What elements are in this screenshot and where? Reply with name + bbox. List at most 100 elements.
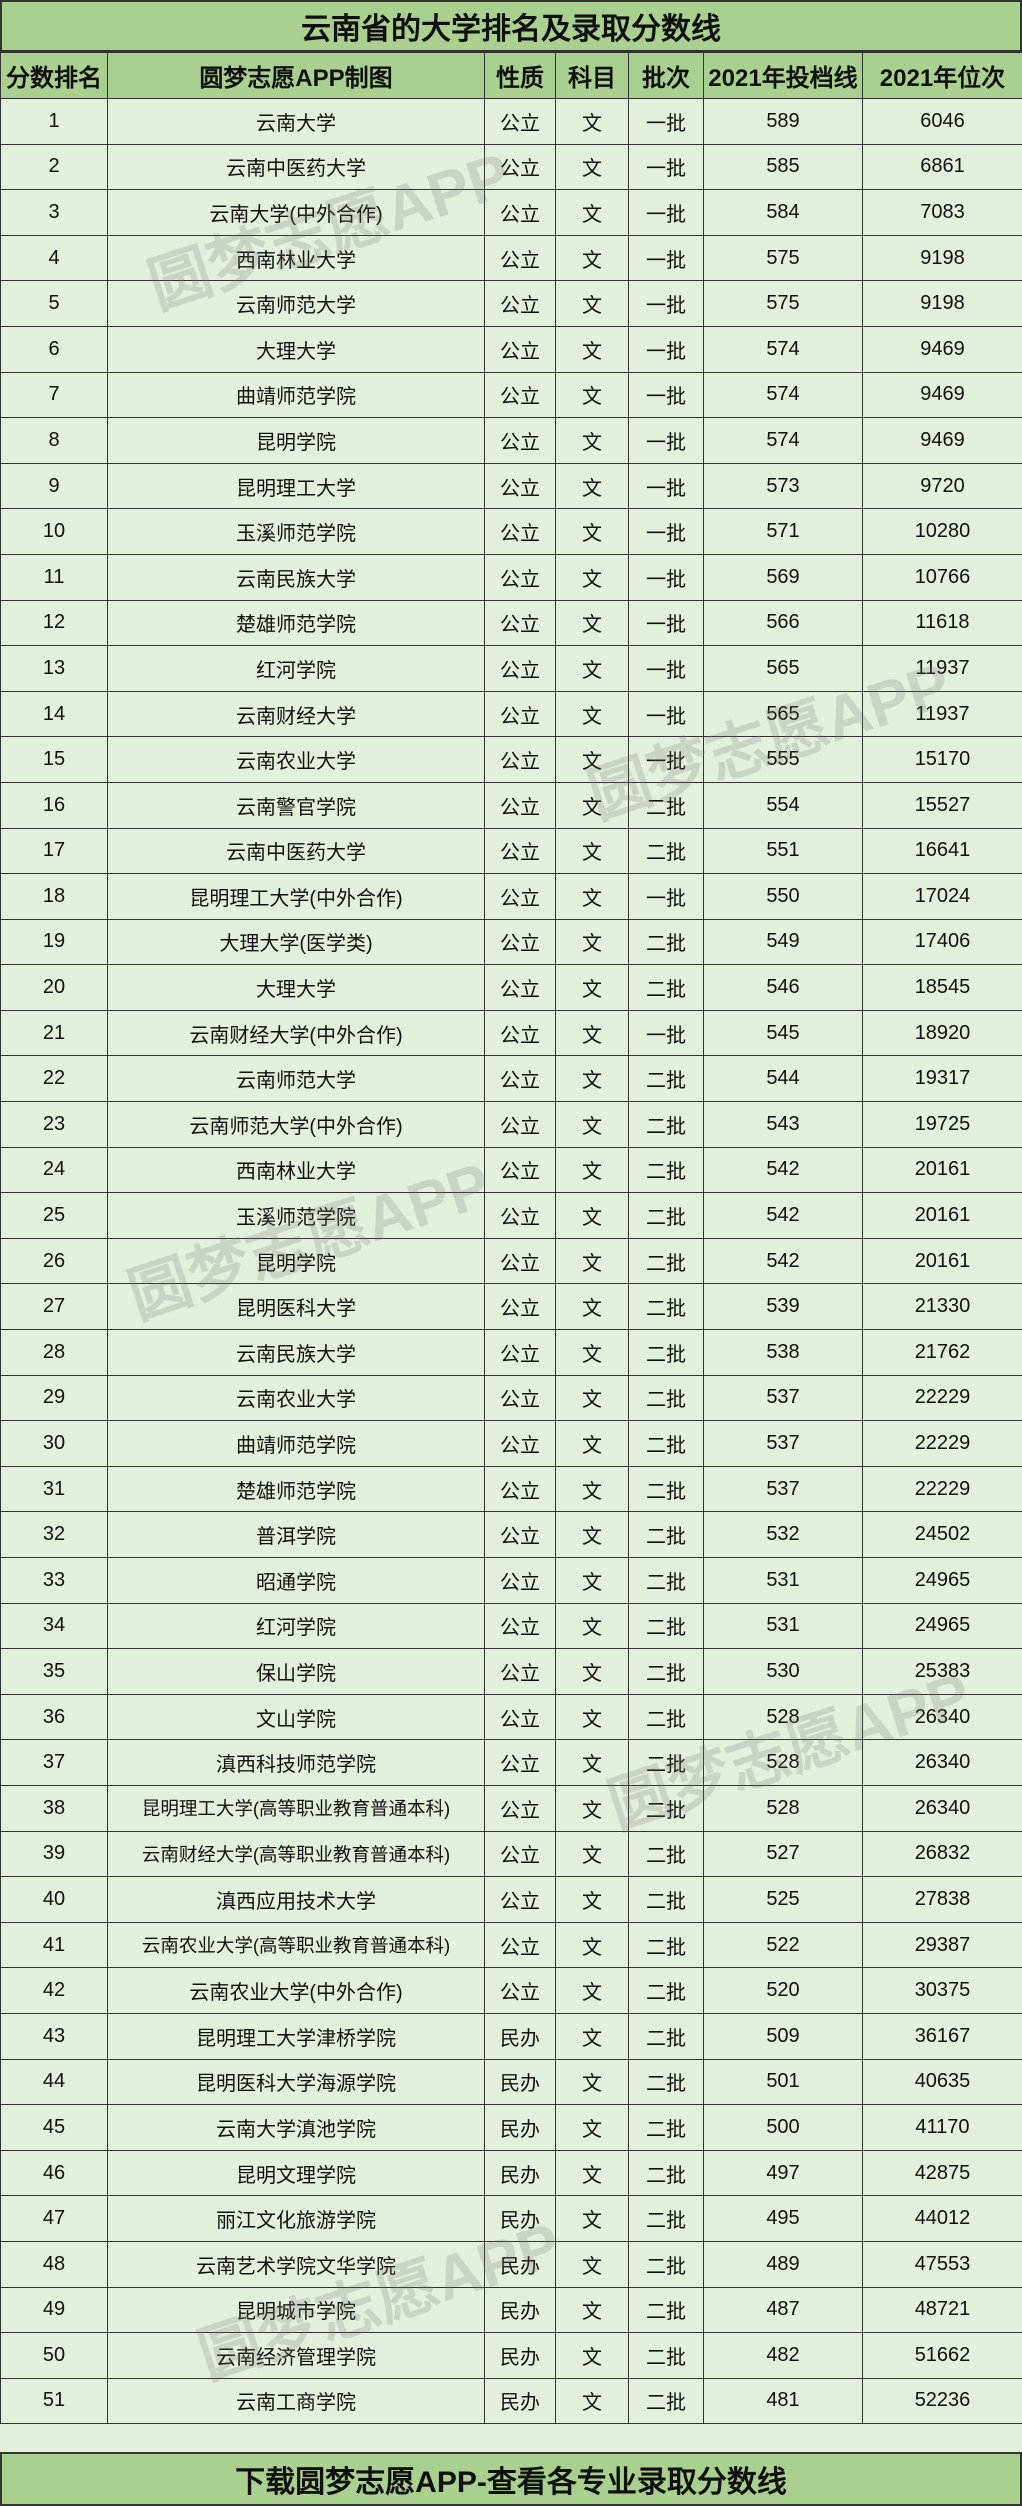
- cell-rank: 10: [0, 508, 108, 555]
- table-row: 28 云南民族大学 公立文二批 538 21762: [0, 1329, 1022, 1376]
- cell-position: 18920: [862, 1009, 1022, 1057]
- cell-type: 公立: [484, 553, 556, 601]
- cell-rank: 12: [0, 599, 108, 647]
- table-row: 18 昆明理工大学(中外合作) 公立文一批 550 17024: [0, 873, 1022, 920]
- cell-position: 9469: [862, 371, 1022, 419]
- cell-type: 公立: [484, 1602, 556, 1650]
- cell-school: 昆明文理学院: [107, 2149, 485, 2197]
- cell-position: 22229: [862, 1420, 1022, 1467]
- cell-school: 云南财经大学(中外合作): [107, 1009, 485, 1057]
- table-row: 22 云南师范大学 公立文二批 544 19317: [0, 1055, 1022, 1103]
- cell-position: 6046: [862, 98, 1022, 145]
- cell-position: 21330: [862, 1283, 1022, 1331]
- table-row: 39 云南财经大学(高等职业教育普通本科) 公立文二批 527 26832: [0, 1830, 1022, 1878]
- cell-school: 云南师范大学: [107, 1055, 485, 1103]
- cell-batch: 一批: [628, 553, 704, 601]
- table-row: 26 昆明学院 公立文二批 542 20161: [0, 1237, 1022, 1285]
- cell-batch: 二批: [628, 1283, 704, 1331]
- cell-type: 公立: [484, 599, 556, 647]
- cell-type: 民办: [484, 2149, 556, 2197]
- cell-school: 丽江文化旅游学院: [107, 2195, 485, 2242]
- cell-batch: 二批: [628, 1329, 704, 1376]
- cell-type: 公立: [484, 1739, 556, 1786]
- footer-banner: 下载圆梦志愿APP-查看各专业录取分数线: [0, 2452, 1022, 2506]
- cell-score: 528: [703, 1739, 863, 1786]
- cell-rank: 41: [0, 1921, 108, 1969]
- cell-score: 539: [703, 1283, 863, 1331]
- cell-batch: 二批: [628, 1146, 704, 1194]
- cell-position: 20161: [862, 1192, 1022, 1239]
- cell-school: 红河学院: [107, 1602, 485, 1650]
- cell-position: 15527: [862, 781, 1022, 829]
- cell-batch: 一批: [628, 143, 704, 191]
- cell-school: 玉溪师范学院: [107, 508, 485, 555]
- cell-score: 549: [703, 918, 863, 966]
- cell-school: 昆明理工大学(高等职业教育普通本科): [107, 1784, 485, 1832]
- cell-school: 楚雄师范学院: [107, 1465, 485, 1513]
- cell-position: 24965: [862, 1602, 1022, 1650]
- cell-type: 公立: [484, 234, 556, 282]
- cell-score: 530: [703, 1648, 863, 1695]
- cell-score: 565: [703, 645, 863, 692]
- table-row: 29 云南农业大学 公立文二批 537 22229: [0, 1374, 1022, 1422]
- cell-position: 9469: [862, 417, 1022, 464]
- cell-position: 19317: [862, 1055, 1022, 1103]
- cell-type: 民办: [484, 2240, 556, 2288]
- cell-subject: 文: [555, 599, 629, 647]
- cell-batch: 二批: [628, 2104, 704, 2151]
- table-row: 13 红河学院 公立文一批 565 11937: [0, 645, 1022, 692]
- cell-rank: 49: [0, 2286, 108, 2334]
- cell-school: 玉溪师范学院: [107, 1192, 485, 1239]
- cell-subject: 文: [555, 1511, 629, 1558]
- cell-rank: 22: [0, 1055, 108, 1103]
- cell-subject: 文: [555, 1055, 629, 1103]
- cell-type: 公立: [484, 736, 556, 783]
- cell-position: 47553: [862, 2240, 1022, 2288]
- cell-subject: 文: [555, 1237, 629, 1285]
- cell-rank: 32: [0, 1511, 108, 1558]
- table-row: 20 大理大学 公立文二批 546 18545: [0, 964, 1022, 1011]
- cell-batch: 一批: [628, 98, 704, 145]
- table-row: 25 玉溪师范学院 公立文二批 542 20161: [0, 1192, 1022, 1239]
- cell-batch: 二批: [628, 1602, 704, 1650]
- cell-batch: 一批: [628, 325, 704, 373]
- cell-rank: 21: [0, 1009, 108, 1057]
- cell-batch: 二批: [628, 2240, 704, 2288]
- cell-type: 公立: [484, 98, 556, 145]
- cell-score: 537: [703, 1420, 863, 1467]
- cell-type: 民办: [484, 2286, 556, 2334]
- cell-type: 公立: [484, 1374, 556, 1422]
- cell-score: 555: [703, 736, 863, 783]
- cell-type: 公立: [484, 325, 556, 373]
- cell-batch: 二批: [628, 2058, 704, 2106]
- cell-school: 云南财经大学(高等职业教育普通本科): [107, 1830, 485, 1878]
- cell-score: 528: [703, 1784, 863, 1832]
- cell-subject: 文: [555, 964, 629, 1011]
- cell-subject: 文: [555, 690, 629, 738]
- cell-batch: 二批: [628, 1192, 704, 1239]
- cell-type: 公立: [484, 1009, 556, 1057]
- cell-score: 569: [703, 553, 863, 601]
- cell-type: 公立: [484, 189, 556, 236]
- cell-rank: 20: [0, 964, 108, 1011]
- cell-rank: 4: [0, 234, 108, 282]
- cell-rank: 48: [0, 2240, 108, 2288]
- cell-type: 公立: [484, 645, 556, 692]
- cell-school: 云南大学滇池学院: [107, 2104, 485, 2151]
- cell-position: 11618: [862, 599, 1022, 647]
- cell-type: 公立: [484, 918, 556, 966]
- cell-subject: 文: [555, 2058, 629, 2106]
- cell-subject: 文: [555, 1739, 629, 1786]
- column-header-position: 2021年位次: [862, 52, 1022, 99]
- table-row: 8 昆明学院 公立文一批 574 9469: [0, 417, 1022, 464]
- cell-subject: 文: [555, 98, 629, 145]
- cell-score: 509: [703, 2012, 863, 2060]
- cell-batch: 一批: [628, 234, 704, 282]
- cell-type: 公立: [484, 1283, 556, 1331]
- table-row: 31 楚雄师范学院 公立文二批 537 22229: [0, 1465, 1022, 1513]
- column-header-score: 2021年投档线: [703, 52, 863, 99]
- cell-position: 17406: [862, 918, 1022, 966]
- cell-subject: 文: [555, 2149, 629, 2197]
- cell-score: 550: [703, 873, 863, 920]
- table-row: 10 玉溪师范学院 公立文一批 571 10280: [0, 508, 1022, 555]
